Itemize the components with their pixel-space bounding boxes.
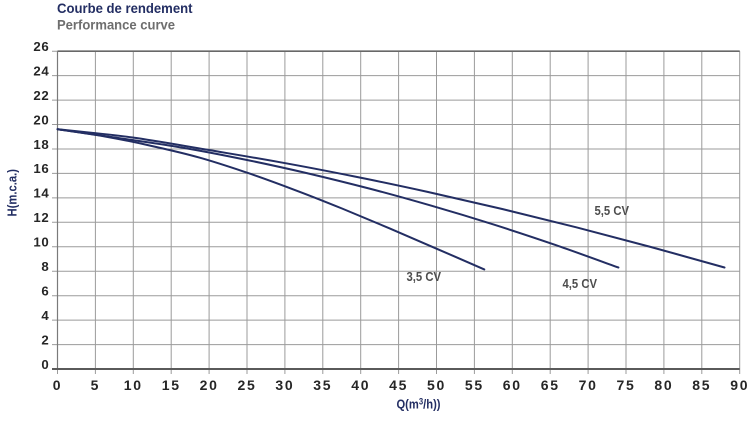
- svg-text:80: 80: [654, 377, 673, 393]
- svg-text:5: 5: [91, 377, 101, 393]
- svg-text:25: 25: [238, 377, 257, 393]
- svg-text:26: 26: [33, 39, 49, 54]
- svg-text:20: 20: [200, 377, 219, 393]
- svg-text:75: 75: [617, 377, 636, 393]
- svg-text:4,5 CV: 4,5 CV: [563, 276, 598, 291]
- svg-text:Q(m3/h)): Q(m3/h)): [397, 396, 441, 412]
- svg-text:Courbe de rendement: Courbe de rendement: [57, 0, 193, 16]
- svg-text:35: 35: [313, 377, 332, 393]
- svg-text:60: 60: [503, 377, 522, 393]
- svg-text:22: 22: [33, 88, 49, 103]
- svg-text:18: 18: [33, 137, 49, 152]
- svg-text:14: 14: [33, 186, 49, 201]
- svg-text:30: 30: [275, 377, 294, 393]
- svg-text:90: 90: [730, 377, 749, 393]
- svg-text:0: 0: [41, 357, 49, 372]
- svg-text:H(m.c.a.): H(m.c.a.): [5, 169, 20, 217]
- svg-text:24: 24: [33, 63, 49, 78]
- svg-text:65: 65: [541, 377, 560, 393]
- svg-text:85: 85: [692, 377, 711, 393]
- svg-text:15: 15: [162, 377, 181, 393]
- svg-text:70: 70: [579, 377, 598, 393]
- svg-text:5,5 CV: 5,5 CV: [595, 203, 630, 218]
- svg-text:20: 20: [33, 112, 49, 127]
- svg-text:10: 10: [124, 377, 143, 393]
- svg-text:2: 2: [41, 332, 49, 347]
- svg-text:10: 10: [33, 235, 49, 250]
- svg-text:45: 45: [389, 377, 408, 393]
- svg-text:40: 40: [351, 377, 370, 393]
- svg-text:8: 8: [41, 259, 49, 274]
- svg-text:50: 50: [427, 377, 446, 393]
- svg-text:Performance curve: Performance curve: [57, 16, 175, 32]
- svg-text:12: 12: [33, 210, 49, 225]
- svg-text:3,5 CV: 3,5 CV: [407, 269, 442, 284]
- svg-text:6: 6: [41, 284, 49, 299]
- svg-text:4: 4: [41, 308, 49, 323]
- svg-text:55: 55: [465, 377, 484, 393]
- svg-text:16: 16: [33, 161, 49, 176]
- svg-text:0: 0: [53, 377, 63, 393]
